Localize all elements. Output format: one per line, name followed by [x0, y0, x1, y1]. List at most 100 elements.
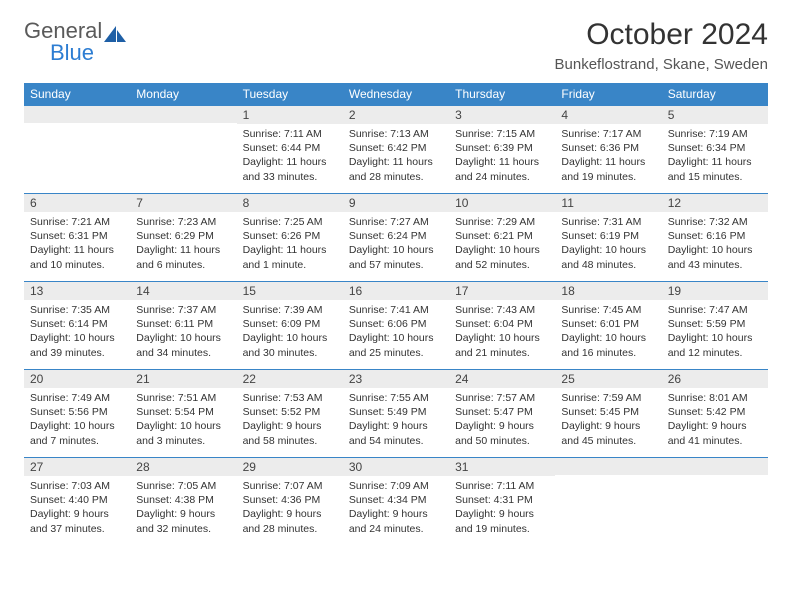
day-detail-line: Sunrise: 7:35 AM: [30, 303, 124, 317]
day-number: 17: [449, 282, 555, 300]
day-detail-line: Sunrise: 7:32 AM: [668, 215, 762, 229]
calendar-day-cell: 19Sunrise: 7:47 AMSunset: 5:59 PMDayligh…: [662, 282, 768, 370]
calendar-day-cell: 22Sunrise: 7:53 AMSunset: 5:52 PMDayligh…: [237, 370, 343, 458]
calendar-day-cell: 4Sunrise: 7:17 AMSunset: 6:36 PMDaylight…: [555, 106, 661, 194]
day-detail-line: Daylight: 11 hours and 33 minutes.: [243, 155, 337, 183]
day-details: Sunrise: 7:15 AMSunset: 6:39 PMDaylight:…: [449, 124, 555, 188]
calendar-week-row: 13Sunrise: 7:35 AMSunset: 6:14 PMDayligh…: [24, 282, 768, 370]
calendar-empty-cell: [662, 458, 768, 546]
day-number: 2: [343, 106, 449, 124]
day-detail-line: Sunrise: 7:27 AM: [349, 215, 443, 229]
day-details: [662, 475, 768, 482]
day-number: [24, 106, 130, 123]
day-detail-line: Daylight: 9 hours and 19 minutes.: [455, 507, 549, 535]
day-detail-line: Sunset: 6:39 PM: [455, 141, 549, 155]
day-number: 29: [237, 458, 343, 476]
day-detail-line: Sunset: 6:11 PM: [136, 317, 230, 331]
day-detail-line: Sunset: 5:56 PM: [30, 405, 124, 419]
day-number: [662, 458, 768, 475]
day-detail-line: Daylight: 10 hours and 16 minutes.: [561, 331, 655, 359]
day-detail-line: Daylight: 9 hours and 24 minutes.: [349, 507, 443, 535]
day-number: [555, 458, 661, 475]
day-detail-line: Sunrise: 7:07 AM: [243, 479, 337, 493]
day-detail-line: Sunrise: 8:01 AM: [668, 391, 762, 405]
day-detail-line: Sunset: 6:36 PM: [561, 141, 655, 155]
day-detail-line: Sunset: 5:52 PM: [243, 405, 337, 419]
calendar-day-cell: 31Sunrise: 7:11 AMSunset: 4:31 PMDayligh…: [449, 458, 555, 546]
calendar-day-cell: 13Sunrise: 7:35 AMSunset: 6:14 PMDayligh…: [24, 282, 130, 370]
day-number: 4: [555, 106, 661, 124]
calendar-day-cell: 3Sunrise: 7:15 AMSunset: 6:39 PMDaylight…: [449, 106, 555, 194]
day-number: 28: [130, 458, 236, 476]
day-number: 5: [662, 106, 768, 124]
calendar-table: SundayMondayTuesdayWednesdayThursdayFrid…: [24, 83, 768, 546]
day-detail-line: Sunrise: 7:29 AM: [455, 215, 549, 229]
day-detail-line: Sunrise: 7:19 AM: [668, 127, 762, 141]
day-detail-line: Sunset: 4:31 PM: [455, 493, 549, 507]
day-details: Sunrise: 7:32 AMSunset: 6:16 PMDaylight:…: [662, 212, 768, 276]
day-details: Sunrise: 7:37 AMSunset: 6:11 PMDaylight:…: [130, 300, 236, 364]
calendar-day-cell: 8Sunrise: 7:25 AMSunset: 6:26 PMDaylight…: [237, 194, 343, 282]
calendar-week-row: 6Sunrise: 7:21 AMSunset: 6:31 PMDaylight…: [24, 194, 768, 282]
calendar-day-cell: 17Sunrise: 7:43 AMSunset: 6:04 PMDayligh…: [449, 282, 555, 370]
day-details: Sunrise: 7:03 AMSunset: 4:40 PMDaylight:…: [24, 476, 130, 540]
day-detail-line: Sunset: 4:36 PM: [243, 493, 337, 507]
day-detail-line: Sunrise: 7:17 AM: [561, 127, 655, 141]
day-details: Sunrise: 7:55 AMSunset: 5:49 PMDaylight:…: [343, 388, 449, 452]
day-details: Sunrise: 7:29 AMSunset: 6:21 PMDaylight:…: [449, 212, 555, 276]
day-detail-line: Sunrise: 7:11 AM: [455, 479, 549, 493]
day-detail-line: Sunset: 6:44 PM: [243, 141, 337, 155]
title-block: October 2024 Bunkeflostrand, Skane, Swed…: [555, 18, 768, 73]
day-detail-line: Daylight: 9 hours and 54 minutes.: [349, 419, 443, 447]
day-detail-line: Daylight: 9 hours and 37 minutes.: [30, 507, 124, 535]
day-number: 25: [555, 370, 661, 388]
day-number: 12: [662, 194, 768, 212]
day-detail-line: Sunset: 6:09 PM: [243, 317, 337, 331]
day-detail-line: Sunset: 4:40 PM: [30, 493, 124, 507]
day-detail-line: Sunset: 4:38 PM: [136, 493, 230, 507]
day-details: Sunrise: 7:53 AMSunset: 5:52 PMDaylight:…: [237, 388, 343, 452]
day-details: Sunrise: 7:17 AMSunset: 6:36 PMDaylight:…: [555, 124, 661, 188]
brand-word2: Blue: [50, 40, 128, 66]
day-details: Sunrise: 7:25 AMSunset: 6:26 PMDaylight:…: [237, 212, 343, 276]
day-detail-line: Sunset: 5:42 PM: [668, 405, 762, 419]
day-detail-line: Sunrise: 7:11 AM: [243, 127, 337, 141]
calendar-day-cell: 15Sunrise: 7:39 AMSunset: 6:09 PMDayligh…: [237, 282, 343, 370]
day-number: 26: [662, 370, 768, 388]
day-details: Sunrise: 7:13 AMSunset: 6:42 PMDaylight:…: [343, 124, 449, 188]
day-number: 1: [237, 106, 343, 124]
day-number: 31: [449, 458, 555, 476]
day-detail-line: Sunset: 5:49 PM: [349, 405, 443, 419]
day-detail-line: Sunset: 6:01 PM: [561, 317, 655, 331]
day-details: Sunrise: 7:11 AMSunset: 4:31 PMDaylight:…: [449, 476, 555, 540]
day-detail-line: Sunset: 6:34 PM: [668, 141, 762, 155]
weekday-header-row: SundayMondayTuesdayWednesdayThursdayFrid…: [24, 83, 768, 106]
day-detail-line: Daylight: 9 hours and 58 minutes.: [243, 419, 337, 447]
page-header: General Blue October 2024 Bunkeflostrand…: [24, 18, 768, 73]
day-detail-line: Daylight: 10 hours and 52 minutes.: [455, 243, 549, 271]
day-detail-line: Sunset: 6:06 PM: [349, 317, 443, 331]
calendar-week-row: 20Sunrise: 7:49 AMSunset: 5:56 PMDayligh…: [24, 370, 768, 458]
day-number: 24: [449, 370, 555, 388]
day-detail-line: Daylight: 11 hours and 28 minutes.: [349, 155, 443, 183]
calendar-page: General Blue October 2024 Bunkeflostrand…: [0, 0, 792, 556]
day-detail-line: Sunset: 6:26 PM: [243, 229, 337, 243]
calendar-empty-cell: [24, 106, 130, 194]
calendar-day-cell: 24Sunrise: 7:57 AMSunset: 5:47 PMDayligh…: [449, 370, 555, 458]
weekday-header: Monday: [130, 83, 236, 106]
day-detail-line: Daylight: 10 hours and 25 minutes.: [349, 331, 443, 359]
calendar-day-cell: 1 Sunrise: 7:11 AMSunset: 6:44 PMDaylight…: [237, 106, 343, 194]
day-number: 22: [237, 370, 343, 388]
day-detail-line: Sunset: 6:21 PM: [455, 229, 549, 243]
day-detail-line: Daylight: 11 hours and 24 minutes.: [455, 155, 549, 183]
calendar-day-cell: 5Sunrise: 7:19 AMSunset: 6:34 PMDaylight…: [662, 106, 768, 194]
day-detail-line: Daylight: 11 hours and 6 minutes.: [136, 243, 230, 271]
day-detail-line: Sunset: 5:45 PM: [561, 405, 655, 419]
day-details: Sunrise: 7:45 AMSunset: 6:01 PMDaylight:…: [555, 300, 661, 364]
day-detail-line: Sunrise: 7:13 AM: [349, 127, 443, 141]
day-detail-line: Sunrise: 7:53 AM: [243, 391, 337, 405]
day-detail-line: Daylight: 10 hours and 57 minutes.: [349, 243, 443, 271]
calendar-week-row: 1Sunrise: 7:11 AMSunset: 6:44 PMDaylight…: [24, 106, 768, 194]
day-details: Sunrise: 7:05 AMSunset: 4:38 PMDaylight:…: [130, 476, 236, 540]
day-number: 19: [662, 282, 768, 300]
